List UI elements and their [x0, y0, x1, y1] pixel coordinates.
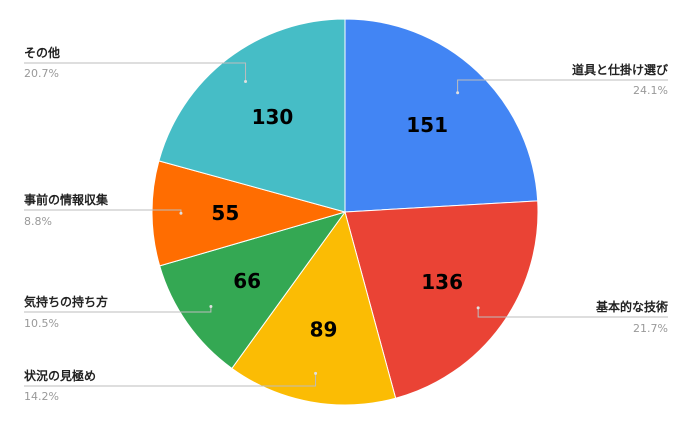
leader-line [24, 373, 317, 387]
slice-value-label: 89 [310, 318, 338, 342]
leader-dot [476, 306, 480, 310]
slice-category-label: 気持ちの持ち方 [24, 294, 108, 309]
leader-dot [244, 80, 248, 84]
slice-percent-label: 8.8% [24, 215, 52, 228]
leader-lines [24, 62, 668, 387]
slice-category-label: その他 [24, 45, 60, 60]
leader-dot [314, 371, 318, 375]
slice-value-label: 151 [406, 113, 448, 137]
slice-percent-label: 20.7% [24, 67, 59, 80]
slice-percent-label: 10.5% [24, 317, 59, 330]
slice-category-label: 道具と仕掛け選び [572, 62, 669, 77]
pie-slice [151, 160, 347, 267]
slice-value-label: 136 [421, 270, 463, 294]
pie-slice [158, 18, 346, 213]
slice-category-label: 事前の情報収集 [24, 192, 109, 207]
pie-slice [231, 210, 397, 406]
slice-value-label: 55 [211, 201, 239, 225]
leader-dot [179, 211, 183, 215]
pie-slice [344, 18, 539, 213]
leader-dot [209, 304, 213, 308]
pie-slice [344, 200, 539, 399]
leader-line [477, 307, 668, 318]
slice-category-labels: 道具と仕掛け選び 24.1% 基本的な技術 21.7% 状況の見極め 14.2% 気持ちの持… [24, 45, 669, 403]
slice-percent-label: 14.2% [24, 390, 59, 403]
pie-slices [151, 18, 539, 406]
leader-line [24, 62, 247, 82]
slice-value-label: 130 [252, 105, 294, 129]
slice-value-label: 66 [233, 269, 261, 293]
pie-slice [159, 211, 347, 370]
slice-value-labels: 151 136 89 66 55 130 [211, 105, 463, 342]
leader-line [457, 79, 668, 93]
slice-category-label: 状況の見極め [24, 368, 96, 383]
leader-line [24, 306, 212, 313]
slice-category-label: 基本的な技術 [595, 299, 668, 314]
leader-dot [456, 91, 460, 95]
slice-percent-label: 24.1% [633, 84, 668, 97]
slice-percent-label: 21.7% [633, 322, 668, 335]
